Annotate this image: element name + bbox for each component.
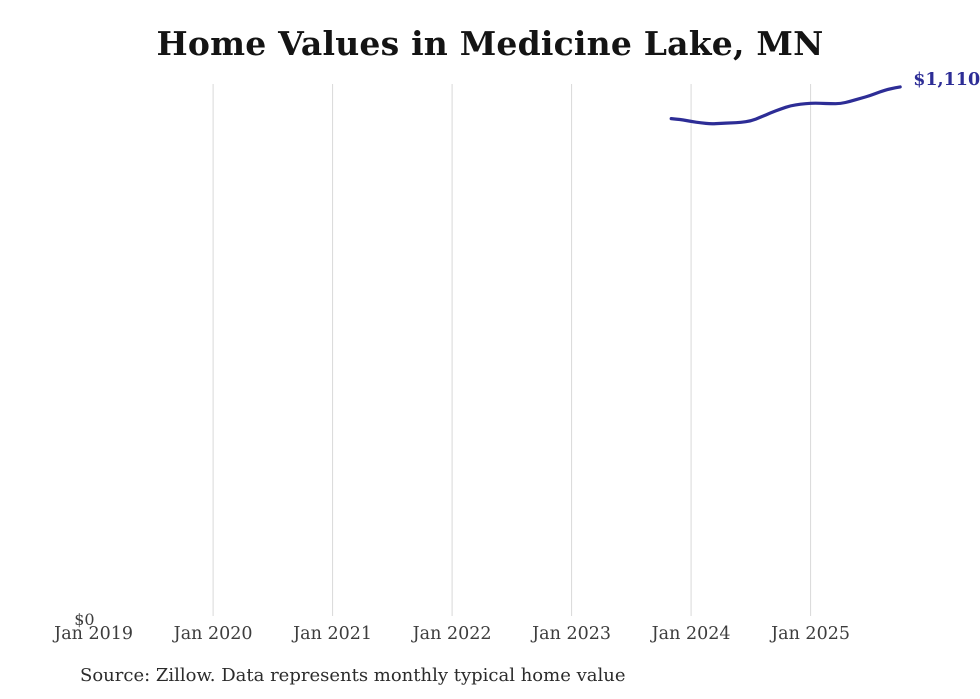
x-tick-label: Jan 2021	[293, 624, 372, 644]
x-tick-label: Jan 2023	[532, 624, 611, 644]
x-tick-label: Jan 2025	[771, 624, 850, 644]
home-value-line	[669, 85, 902, 126]
x-tick-label: Jan 2024	[651, 624, 731, 644]
x-tick-label: Jan 2019	[54, 624, 134, 644]
chart-title: Home Values in Medicine Lake, MN	[156, 24, 824, 63]
x-tick-label: Jan 2020	[173, 624, 253, 644]
y-axis-zero-label: $0	[74, 610, 95, 629]
x-tick-label: Jan 2022	[412, 624, 492, 644]
line-end-value-label: $1,110,	[913, 69, 980, 90]
gridlines	[212, 84, 812, 616]
source-note: Source: Zillow. Data represents monthly …	[80, 665, 626, 686]
